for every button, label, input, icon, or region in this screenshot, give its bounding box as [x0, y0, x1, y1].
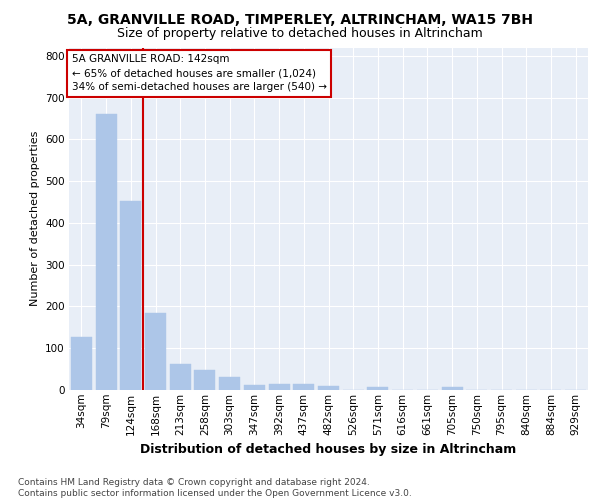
Bar: [95, 114, 116, 390]
Bar: [120, 201, 141, 390]
Bar: [170, 364, 191, 390]
Y-axis label: Number of detached properties: Number of detached properties: [29, 131, 40, 306]
Bar: [219, 378, 240, 390]
Bar: [71, 336, 92, 390]
X-axis label: Distribution of detached houses by size in Altrincham: Distribution of detached houses by size …: [140, 443, 517, 456]
Bar: [194, 370, 215, 390]
Bar: [293, 384, 314, 390]
Text: Size of property relative to detached houses in Altrincham: Size of property relative to detached ho…: [117, 28, 483, 40]
Bar: [269, 384, 290, 390]
Text: Contains HM Land Registry data © Crown copyright and database right 2024.
Contai: Contains HM Land Registry data © Crown c…: [18, 478, 412, 498]
Text: 5A, GRANVILLE ROAD, TIMPERLEY, ALTRINCHAM, WA15 7BH: 5A, GRANVILLE ROAD, TIMPERLEY, ALTRINCHA…: [67, 12, 533, 26]
Bar: [244, 385, 265, 390]
Bar: [318, 386, 339, 390]
Text: 5A GRANVILLE ROAD: 142sqm
← 65% of detached houses are smaller (1,024)
34% of se: 5A GRANVILLE ROAD: 142sqm ← 65% of detac…: [71, 54, 326, 92]
Bar: [367, 386, 388, 390]
Bar: [442, 386, 463, 390]
Bar: [145, 312, 166, 390]
